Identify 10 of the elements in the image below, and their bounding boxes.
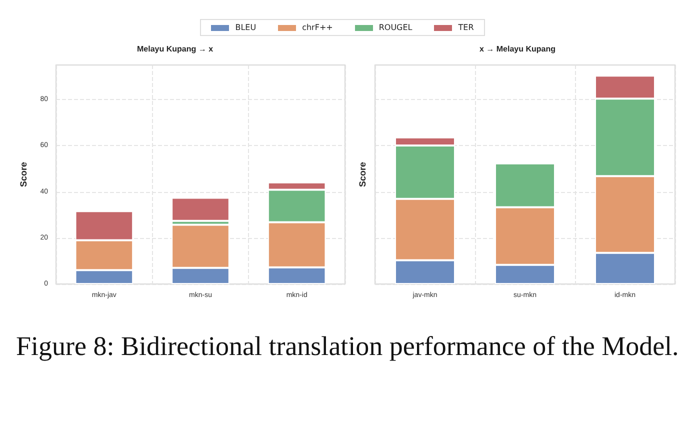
legend-label: BLEU [235, 23, 256, 32]
caption: Figure 8: Bidirectional translation performance of the Model. [16, 330, 680, 363]
chart-title: Melayu Kupang → x [136, 44, 214, 54]
legend-label: chrF++ [302, 23, 333, 32]
y-axis-title: Score [18, 162, 28, 188]
chart-title: x → Melayu Kupang [479, 44, 556, 54]
legend-label: TER [458, 23, 474, 32]
legend-label: ROUGEL [378, 23, 412, 32]
bar [172, 198, 230, 221]
y-axis-title: Score [358, 162, 368, 188]
